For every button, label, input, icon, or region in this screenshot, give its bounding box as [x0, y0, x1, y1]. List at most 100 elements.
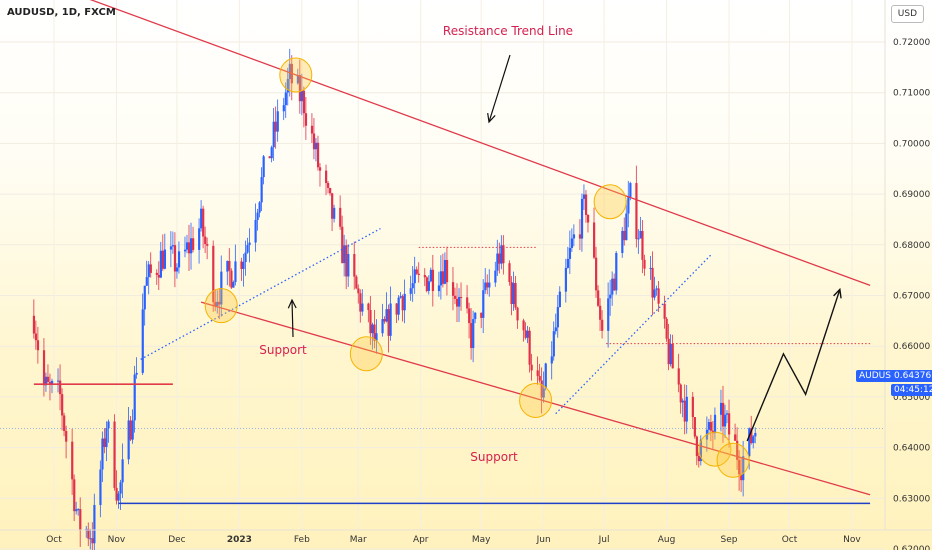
candle-body	[554, 327, 557, 332]
candle	[586, 214, 590, 233]
candle-body	[244, 252, 247, 263]
candle-body	[498, 253, 501, 264]
candle	[411, 266, 414, 302]
candle-body	[329, 187, 332, 194]
candle	[643, 254, 646, 276]
candle	[375, 319, 378, 354]
candle-body	[216, 301, 219, 307]
candle-body	[87, 528, 90, 539]
candle-body	[75, 509, 78, 512]
candle	[679, 383, 682, 414]
candle	[327, 180, 330, 194]
candle	[286, 67, 289, 106]
currency-button[interactable]: USD	[890, 5, 924, 23]
candle	[71, 428, 74, 495]
candle	[204, 226, 207, 254]
candle-body	[214, 302, 217, 307]
candle-body	[93, 504, 96, 544]
candle	[556, 294, 559, 338]
candle	[316, 135, 320, 171]
candle-body	[669, 343, 672, 365]
candle-body	[32, 315, 36, 334]
candle-body	[502, 245, 505, 264]
candle-body	[36, 340, 40, 351]
candle-body	[593, 222, 596, 258]
candle	[635, 165, 638, 248]
candle	[651, 251, 654, 316]
candle	[34, 320, 38, 350]
candle	[607, 282, 610, 348]
candle-body	[558, 291, 561, 308]
candle-body	[597, 290, 600, 306]
candle	[147, 261, 150, 295]
candle-body	[331, 193, 334, 219]
candle	[353, 241, 356, 290]
candle-body	[286, 79, 289, 93]
candle-body	[607, 298, 610, 331]
candle-body	[524, 330, 527, 338]
candle	[441, 253, 445, 288]
candle	[246, 237, 249, 254]
candle	[530, 353, 533, 381]
candle	[584, 190, 588, 223]
x-tick-label: Apr	[413, 535, 429, 545]
candle-body	[173, 245, 177, 272]
candle-body	[550, 356, 553, 364]
highlight-circle	[593, 184, 627, 220]
candle-body	[276, 111, 279, 132]
candle-body	[333, 207, 336, 219]
trendlines	[0, 0, 885, 496]
candle-body	[99, 469, 102, 505]
candle-body	[613, 278, 616, 291]
candle	[341, 215, 344, 264]
candle-body	[161, 250, 165, 269]
candle-body	[282, 105, 285, 112]
candle-body	[635, 183, 638, 240]
candle	[613, 273, 616, 291]
candle-body	[451, 282, 455, 296]
candle	[550, 341, 553, 380]
candle	[663, 295, 666, 329]
x-tick-label: Feb	[294, 535, 310, 545]
candle	[171, 231, 175, 254]
candle-body	[657, 288, 660, 304]
candle-body	[512, 283, 515, 304]
candle	[359, 289, 362, 323]
candle	[131, 409, 134, 444]
candle-body	[556, 307, 559, 328]
highlight-circle	[716, 442, 750, 478]
candle-body	[641, 230, 644, 260]
candle-body	[316, 142, 320, 168]
candle-body	[57, 380, 60, 382]
candle-body	[232, 282, 235, 288]
candle	[212, 240, 215, 312]
candle-body	[254, 219, 257, 243]
candle-body	[284, 92, 287, 106]
candle-body	[599, 305, 602, 320]
candle	[314, 138, 318, 162]
y-tick-label: 0.64000	[893, 444, 930, 454]
candle-body	[61, 394, 64, 416]
candle-body	[147, 264, 150, 278]
candle-body	[621, 230, 624, 253]
candle-body	[582, 194, 586, 199]
candle-body	[220, 271, 223, 305]
candle	[274, 106, 277, 149]
candle	[611, 271, 614, 306]
candle-body	[564, 267, 568, 292]
candle	[312, 118, 316, 160]
candle-body	[413, 269, 416, 284]
price-axis: 0.72000 0.71000 0.70000 0.69000 0.68000 0.670…	[884, 0, 930, 550]
candle-body	[738, 459, 741, 475]
candle	[218, 288, 221, 320]
candle	[409, 275, 412, 301]
candle	[582, 184, 586, 210]
candle	[510, 276, 513, 316]
candle	[163, 233, 167, 270]
candle-body	[373, 324, 376, 341]
candle	[318, 163, 322, 187]
annotation-support-lower: Support	[470, 450, 518, 464]
candle-body	[296, 75, 300, 84]
candle-body	[623, 230, 626, 241]
